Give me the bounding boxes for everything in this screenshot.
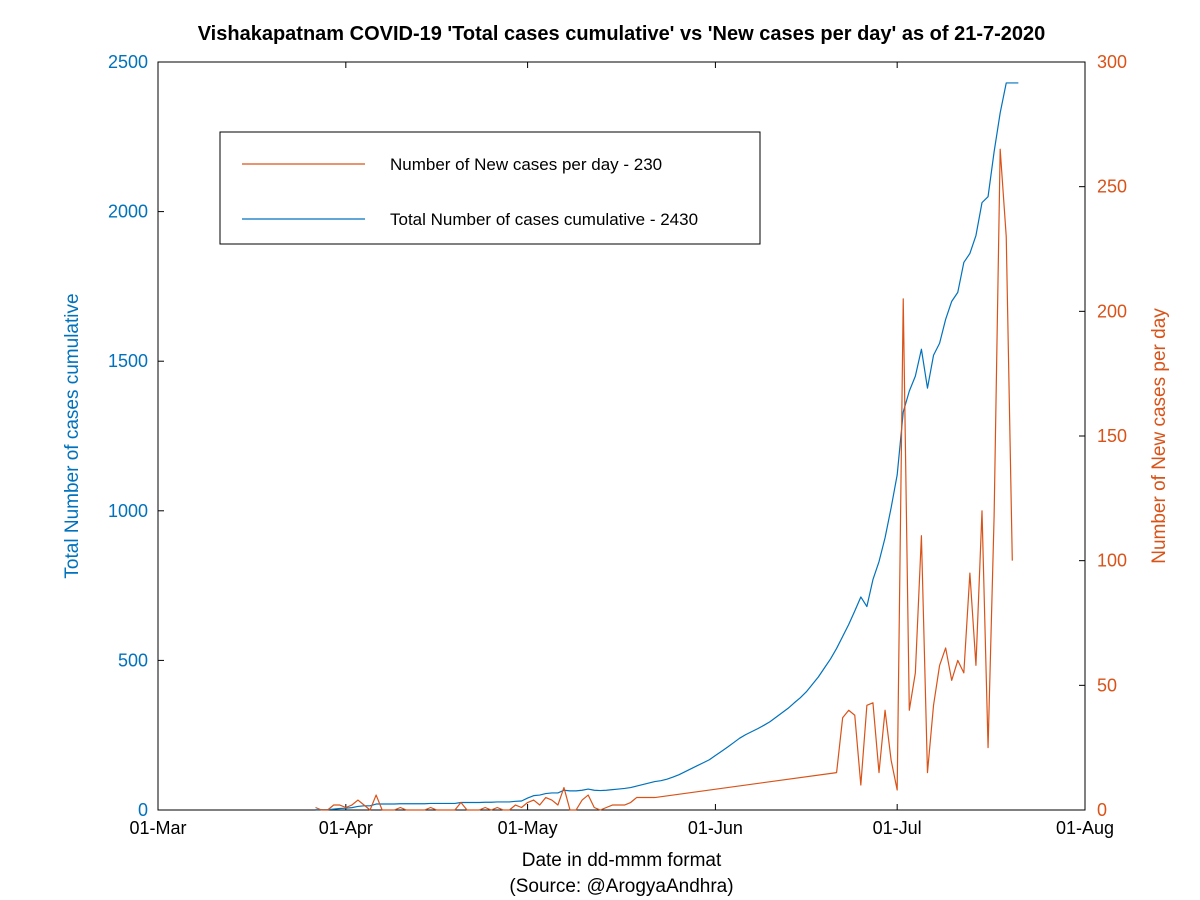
legend-label: Number of New cases per day - 230: [390, 155, 662, 174]
y-left-tick-label: 0: [138, 800, 148, 820]
y-right-axis-label: Number of New cases per day: [1149, 308, 1170, 564]
y-right-tick-label: 150: [1097, 426, 1127, 446]
x-tick-label: 01-Apr: [319, 818, 373, 838]
y-left-axis-label: Total Number of cases cumulative: [62, 293, 83, 578]
x-axis-label-source: (Source: @ArogyaAndhra): [509, 876, 733, 897]
y-left-tick-label: 2000: [108, 202, 148, 222]
y-right-tick-label: 200: [1097, 301, 1127, 321]
x-tick-label: 01-Aug: [1056, 818, 1114, 838]
y-right-tick-label: 0: [1097, 800, 1107, 820]
y-right-tick-label: 300: [1097, 52, 1127, 72]
x-axis-label: Date in dd-mmm format: [522, 850, 722, 871]
y-left-tick-label: 500: [118, 650, 148, 670]
y-right-tick-label: 100: [1097, 551, 1127, 571]
y-left-tick-label: 1000: [108, 501, 148, 521]
chart-svg: 01-Mar01-Apr01-May01-Jun01-Jul01-Aug0500…: [0, 0, 1200, 900]
y-left-tick-label: 2500: [108, 52, 148, 72]
y-right-tick-label: 250: [1097, 177, 1127, 197]
legend-label: Total Number of cases cumulative - 2430: [390, 210, 698, 229]
chart-container: 01-Mar01-Apr01-May01-Jun01-Jul01-Aug0500…: [0, 0, 1200, 900]
x-tick-label: 01-Jul: [873, 818, 922, 838]
chart-title: Vishakapatnam COVID-19 'Total cases cumu…: [198, 23, 1046, 45]
x-tick-label: 01-May: [498, 818, 558, 838]
y-right-tick-label: 50: [1097, 675, 1117, 695]
y-left-tick-label: 1500: [108, 351, 148, 371]
x-tick-label: 01-Mar: [129, 818, 186, 838]
x-tick-label: 01-Jun: [688, 818, 743, 838]
